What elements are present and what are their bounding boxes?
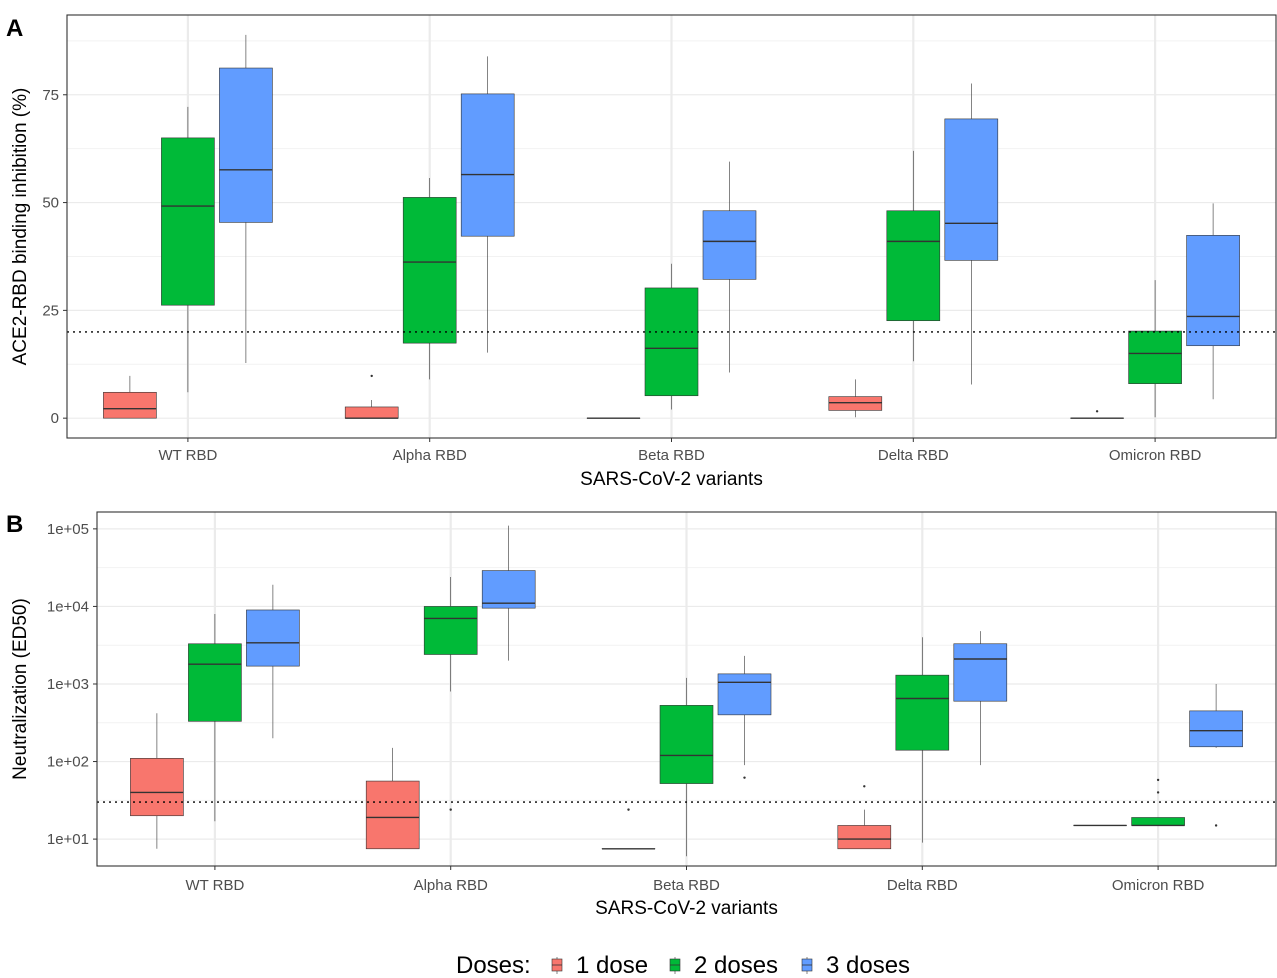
panel-b-omicron-rbd-3-doses-iqr-rect xyxy=(1189,710,1243,748)
panel-a-omicron-rbd-3-doses-iqr-rect xyxy=(1186,235,1240,347)
panel-b-alpha-rbd-3-doses-box xyxy=(481,525,536,661)
panel-a-alpha-rbd-1-dose-iqr-rect xyxy=(344,406,399,419)
legend-key-1-dose xyxy=(551,957,563,974)
panel-a-y-tick-label: 25 xyxy=(42,302,59,319)
panel-b-alpha-rbd-2-doses-outlier-point xyxy=(449,808,452,811)
panel-a-y-tick-label: 50 xyxy=(42,195,59,212)
panel-a-omicron-rbd-1-dose-outlier-point xyxy=(1095,410,1099,413)
panel-b-chart: 1e+01 1e+02 1e+03 1e+04 1e+05 WT RBD Alpha RBD… xyxy=(10,511,1277,919)
panel-b-wt-rbd-3-doses-box xyxy=(246,584,300,739)
panel-a-delta-rbd-2-doses-box xyxy=(886,150,941,362)
panel-a-omicron-rbd-3-doses-box xyxy=(1186,203,1240,400)
panel-a-alpha-rbd-2-doses-box xyxy=(402,177,457,380)
panel-b-omicron-rbd-2-doses-box xyxy=(1131,778,1185,827)
panel-b-omicron-rbd-2-doses-outlier-point xyxy=(1156,791,1160,794)
panel-b-alpha-rbd-1-dose-box xyxy=(365,747,420,850)
panel-a-delta-rbd-3-doses-box xyxy=(944,83,999,385)
panel-a-alpha-rbd-2-doses-iqr-rect xyxy=(402,197,457,344)
panel-b-x-tick-label: Omicron RBD xyxy=(1112,877,1205,894)
panel-b-beta-rbd-3-doses-outlier-point xyxy=(743,776,746,779)
panel-a-y-tick-label: 0 xyxy=(51,410,59,427)
legend: Doses: 1 dose 2 doses 3 doses xyxy=(456,952,910,978)
panel-a-beta-rbd-3-doses-iqr-rect xyxy=(702,210,757,280)
panel-a-wt-rbd-3-doses-iqr-rect xyxy=(219,67,273,223)
panel-b-delta-rbd-1-dose-box xyxy=(837,785,892,850)
panel-b-wt-rbd-3-doses-iqr-rect xyxy=(246,609,300,667)
panel-a-x-tick-label: Delta RBD xyxy=(878,447,949,464)
panel-b-omicron-rbd-2-doses-iqr-rect xyxy=(1131,817,1185,826)
panel-a-x-tick-label: Beta RBD xyxy=(638,447,705,464)
panel-a-omicron-rbd-2-doses-iqr-rect xyxy=(1128,330,1182,384)
panel-a-wt-rbd-2-doses-iqr-rect xyxy=(161,137,215,306)
panel-b-y-tick-label: 1e+01 xyxy=(47,831,89,848)
panel-a-delta-rbd-3-doses-iqr-rect xyxy=(944,118,999,261)
panel-b-beta-rbd-3-doses-iqr-rect xyxy=(717,673,772,716)
panel-a-wt-rbd-3-doses-box xyxy=(219,34,273,363)
panel-b-delta-rbd-1-dose-iqr-rect xyxy=(837,825,892,850)
panel-b-beta-rbd-2-doses-iqr-rect xyxy=(659,705,714,784)
panel-b-alpha-rbd-3-doses-iqr-rect xyxy=(481,570,536,609)
panel-b-x-tick-label: Alpha RBD xyxy=(414,877,488,894)
panel-b-beta-rbd-1-dose-box xyxy=(601,808,656,850)
legend-label-1-dose: 1 dose xyxy=(576,952,648,978)
panel-b-x-tick-label: Beta RBD xyxy=(653,877,720,894)
panel-a-delta-rbd-1-dose-iqr-rect xyxy=(828,396,883,411)
panel-b-omicron-rbd-2-doses-outlier-point xyxy=(1156,778,1160,782)
panel-a-wt-rbd-1-dose-box xyxy=(103,375,157,419)
panel-a-beta-rbd-3-doses-box xyxy=(702,161,757,373)
panel-a-x-tick-label: Alpha RBD xyxy=(393,447,467,464)
panel-a-x-tick-label: WT RBD xyxy=(158,447,217,464)
panel-b-beta-rbd-1-dose-outlier-point xyxy=(627,808,630,811)
panel-b-wt-rbd-2-doses-iqr-rect xyxy=(188,643,242,722)
panel-b-delta-rbd-2-doses-box xyxy=(895,637,950,843)
panel-a-delta-rbd-1-dose-box xyxy=(828,379,883,418)
panel-b-delta-rbd-3-doses-iqr-rect xyxy=(953,643,1008,702)
panel-a-x-axis-title: SARS-CoV-2 variants xyxy=(580,469,763,490)
panel-a-alpha-rbd-3-doses-box xyxy=(460,56,515,353)
legend-title: Doses: xyxy=(456,952,531,978)
panel-a-y-tick-label: 75 xyxy=(42,87,59,104)
panel-a-alpha-rbd-3-doses-iqr-rect xyxy=(460,93,515,237)
panel-a-wt-rbd-1-dose-iqr-rect xyxy=(103,391,157,419)
panel-a-omicron-rbd-1-dose-box xyxy=(1070,410,1124,419)
panel-b-letter: B xyxy=(6,511,23,538)
panel-a-alpha-rbd-1-dose-outlier-point xyxy=(370,374,373,378)
legend-key-3-doses xyxy=(801,957,813,974)
panel-b-wt-rbd-2-doses-box xyxy=(188,613,242,822)
panel-b-beta-rbd-2-doses-box xyxy=(659,677,714,857)
panel-b-delta-rbd-1-dose-outlier-point xyxy=(863,785,866,788)
panel-b-delta-rbd-2-doses-iqr-rect xyxy=(895,674,950,751)
panel-a-letter: A xyxy=(6,15,23,42)
legend-key-2-doses xyxy=(669,957,681,974)
panel-a-chart: 0 25 50 75 WT RBD Alpha RBD Beta RBD Delta RBD O… xyxy=(10,14,1277,490)
panel-b-y-tick-label: 1e+03 xyxy=(47,676,89,693)
panel-b-y-tick-label: 1e+04 xyxy=(47,598,89,615)
panel-a-y-axis-title: ACE2-RBD binding inhibition (%) xyxy=(10,88,31,366)
panel-b-x-tick-label: Delta RBD xyxy=(887,877,958,894)
panel-a-omicron-rbd-2-doses-box xyxy=(1128,280,1182,418)
panel-a-x-tick-label: Omicron RBD xyxy=(1109,447,1202,464)
panel-b-y-tick-label: 1e+05 xyxy=(47,521,89,538)
panel-b-wt-rbd-1-dose-iqr-rect xyxy=(130,758,184,817)
panel-b-omicron-rbd-3-doses-box xyxy=(1189,683,1243,827)
panel-a-wt-rbd-2-doses-box xyxy=(161,106,215,393)
panel-a-beta-rbd-2-doses-iqr-rect xyxy=(644,287,699,397)
panel-b-x-axis-title: SARS-CoV-2 variants xyxy=(595,898,778,919)
panel-b-omicron-rbd-3-doses-outlier-point xyxy=(1214,824,1218,827)
legend-label-2-doses: 2 doses xyxy=(694,952,778,978)
panel-b-beta-rbd-3-doses-box xyxy=(717,655,772,779)
panel-b-alpha-rbd-2-doses-box xyxy=(423,576,478,811)
panel-b-alpha-rbd-2-doses-iqr-rect xyxy=(423,606,478,655)
panel-a-alpha-rbd-1-dose-box xyxy=(344,374,399,419)
panel-b-wt-rbd-1-dose-box xyxy=(130,713,184,849)
panel-b-delta-rbd-3-doses-box xyxy=(953,631,1008,766)
panel-b-x-tick-label: WT RBD xyxy=(185,877,244,894)
legend-label-3-doses: 3 doses xyxy=(826,952,910,978)
panel-b-alpha-rbd-1-dose-iqr-rect xyxy=(365,780,420,850)
panel-b-y-axis-title: Neutralization (ED50) xyxy=(10,598,31,780)
panel-b-y-tick-label: 1e+02 xyxy=(47,754,89,771)
panel-a-delta-rbd-2-doses-iqr-rect xyxy=(886,210,941,322)
panel-a-beta-rbd-2-doses-box xyxy=(644,263,699,410)
